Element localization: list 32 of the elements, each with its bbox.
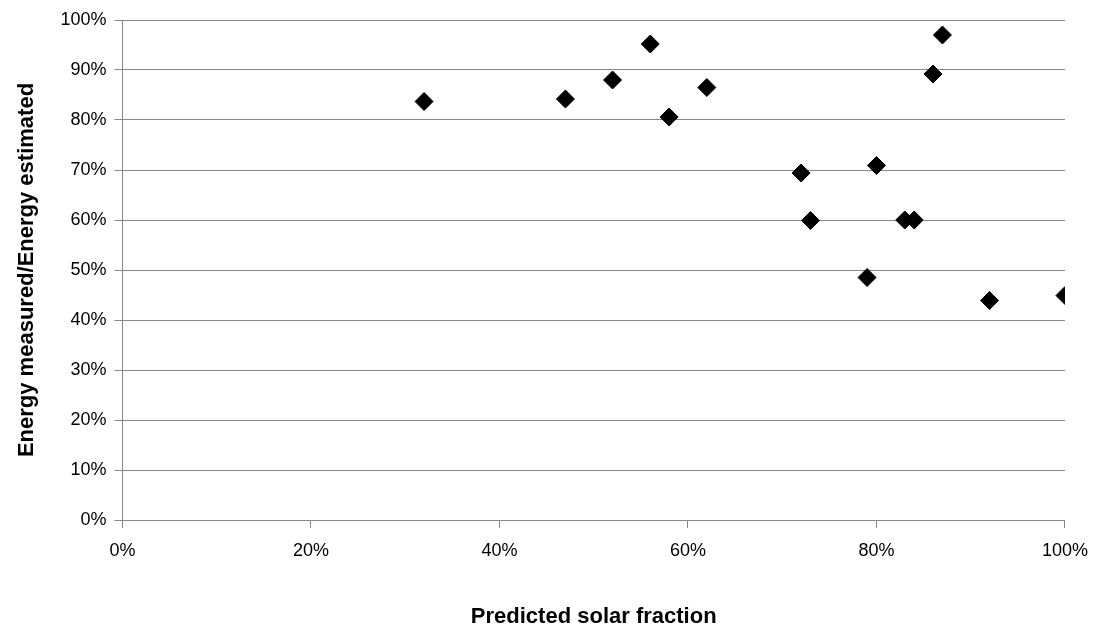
point [555, 89, 575, 109]
point [414, 92, 434, 111]
x-tick-label: 100% [1041, 539, 1088, 560]
y-tick-label: 40% [70, 308, 107, 329]
y-tick-label: 20% [70, 408, 107, 429]
x-axis-title: Predicted solar fraction [470, 602, 717, 628]
x-tick-label: 20% [292, 539, 329, 560]
y-tick-label: 100% [60, 8, 107, 29]
point [866, 156, 886, 175]
x-tick-label: 40% [481, 539, 518, 560]
point [659, 107, 679, 127]
point [697, 78, 717, 97]
x-tick-label: 0% [109, 539, 136, 560]
y-tick-label: 50% [70, 258, 107, 279]
point [791, 163, 811, 183]
point [932, 25, 952, 45]
point [640, 34, 660, 54]
y-tick-label: 30% [70, 358, 107, 379]
y-tick-label: 70% [70, 158, 107, 179]
x-tick-label: 60% [669, 539, 706, 560]
point [980, 291, 1000, 310]
y-tick-label: 10% [70, 458, 107, 479]
y-tick-label: 0% [80, 508, 107, 529]
point [603, 70, 623, 90]
point [857, 268, 877, 287]
point [923, 64, 943, 84]
x-tick-label: 80% [858, 539, 895, 560]
y-tick-label: 90% [70, 58, 107, 79]
y-tick-label: 60% [70, 208, 107, 229]
y-axis-title: Energy measured/Energy estimated [13, 82, 39, 458]
y-tick-label: 80% [70, 108, 107, 129]
point [800, 211, 820, 230]
